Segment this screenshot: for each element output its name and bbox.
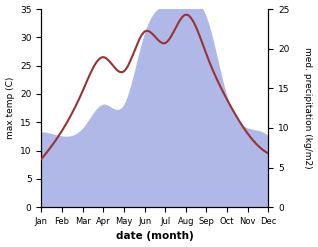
Y-axis label: max temp (C): max temp (C): [5, 77, 15, 139]
Y-axis label: med. precipitation (kg/m2): med. precipitation (kg/m2): [303, 47, 313, 169]
X-axis label: date (month): date (month): [116, 231, 194, 242]
